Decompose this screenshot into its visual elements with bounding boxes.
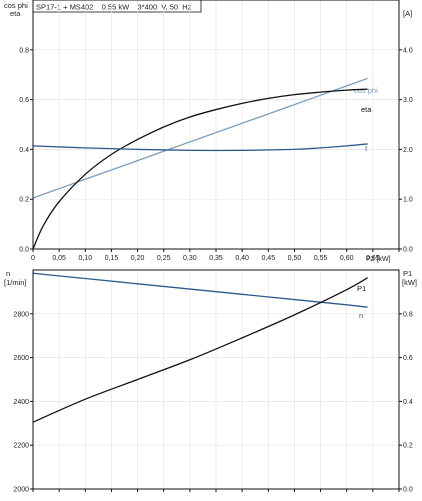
top-x-tick-label: 0,35: [209, 255, 223, 262]
top-x-tick-label: 0,25: [157, 255, 171, 262]
top-series-cos-phi-line: [32, 77, 368, 199]
top-series-cos-phi-label: cos phi: [354, 86, 378, 95]
top-x-tick-label: 0,60: [340, 255, 354, 262]
top-x-axis-label: P2 [kW]: [366, 256, 391, 263]
top-series-layer: cos phi eta I: [32, 77, 378, 250]
bottom-y-right-tick-label: 0.4: [403, 399, 413, 406]
top-series-eta-label: eta: [361, 105, 372, 114]
top-y-left-label-line1: cos phi: [4, 1, 28, 10]
top-y-left-tick-label: 0.0: [19, 247, 29, 254]
top-y-right-tick-label: 4.0: [403, 47, 413, 54]
bottom-series-p1-line: [32, 277, 368, 423]
bottom-y-right-tick-label: 0.6: [403, 355, 413, 362]
top-x-tick-label: 0,10: [78, 255, 92, 262]
top-y-right-label-line2: [A]: [403, 9, 412, 18]
bottom-series-n-line: [32, 272, 368, 308]
top-chart-title: SP17-1 + MS402 0.55 kW 3*400 V, 50 Hz: [36, 3, 192, 12]
top-x-tick-label: 0,30: [183, 255, 197, 262]
top-x-tick-label: 0,15: [105, 255, 119, 262]
top-chart: SP17-1 + MS402 0.55 kW 3*400 V, 50 Hz co…: [4, 0, 413, 263]
top-x-tick-label: 0,65: [366, 255, 380, 262]
bottom-y-right-label-line2: [kW]: [402, 278, 417, 287]
top-series-i-line: [32, 143, 368, 152]
top-x-tick-label: 0,45: [261, 255, 275, 262]
bottom-chart: n [1/min] P1 [kW] 2000 2200 2400 2600 2800 0.…: [4, 269, 417, 494]
bottom-y-left-tick-label: 2800: [13, 311, 29, 318]
top-grid: [33, 0, 399, 249]
top-y-right-tick-label: 3.0: [403, 97, 413, 104]
bottom-y-right-tick-label: 0.2: [403, 443, 413, 450]
bottom-y-left-label-line2: [1/min]: [4, 278, 27, 287]
bottom-y-left-label-line1: n: [6, 269, 10, 278]
top-y-left-label-line2: eta: [10, 9, 21, 18]
bottom-y-right-tick-label: 0.8: [403, 311, 413, 318]
bottom-grid: [33, 270, 399, 489]
bottom-series-n-label: n: [359, 311, 363, 320]
top-plot-frame: [32, 0, 400, 250]
top-y-left-tick-label: 0.6: [19, 97, 29, 104]
top-x-tick-label: 0,40: [235, 255, 249, 262]
bottom-series-layer: n P1: [32, 272, 368, 423]
top-y-left-tick-label: 0.2: [19, 197, 29, 204]
top-x-tick-label: 0,55: [314, 255, 328, 262]
top-x-tick-label: 0: [31, 255, 35, 262]
top-y-left-tick-label: 0.4: [19, 147, 29, 154]
top-y-left-tick-label: 0.8: [19, 47, 29, 54]
bottom-plot-frame: [32, 269, 400, 490]
bottom-y-right-label-line1: P1: [403, 269, 412, 278]
bottom-y-left-tick-label: 2200: [13, 443, 29, 450]
bottom-y-right-tick-label: 0.0: [403, 487, 413, 494]
top-y-right-tick-label: 2.0: [403, 147, 413, 154]
top-series-i-label: I: [365, 144, 367, 153]
bottom-series-p1-label: P1: [357, 284, 366, 293]
top-x-tick-label: 0,05: [52, 255, 66, 262]
top-y-right-tick-label: 1.0: [403, 197, 413, 204]
top-x-tick-label: 0,50: [288, 255, 302, 262]
bottom-y-left-tick-label: 2600: [13, 355, 29, 362]
top-series-eta-line: [32, 88, 368, 250]
top-x-tick-label: 0,20: [131, 255, 145, 262]
bottom-y-left-tick-label: 2400: [13, 399, 29, 406]
bottom-y-left-tick-label: 2000: [13, 487, 29, 494]
bottom-ticks: 2000 2200 2400 2600 2800 0.0 0.2 0.4 0.6 0.8: [13, 311, 412, 493]
top-y-right-tick-label: 0.0: [403, 247, 413, 254]
